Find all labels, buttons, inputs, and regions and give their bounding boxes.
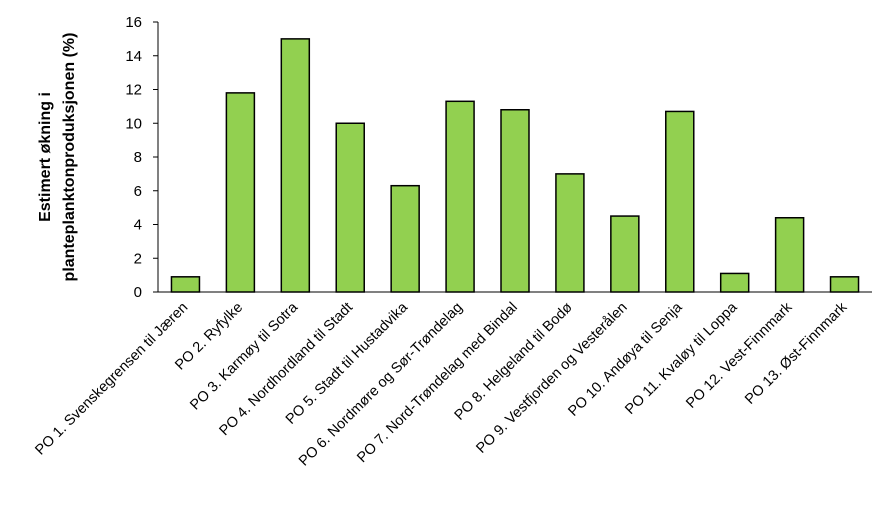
y-axis-label-line-2: planteplanktonproduksjonen (%) xyxy=(61,33,78,282)
bar xyxy=(170,276,201,293)
y-tick-label: 6 xyxy=(134,183,142,200)
y-tick-label: 12 xyxy=(125,82,142,99)
x-category-label: PO 11. Kvaløy til Loppa xyxy=(622,299,741,418)
x-category-label: PO 1. Svenskegrensen til Jæren xyxy=(32,300,191,459)
y-tick-label: 8 xyxy=(134,149,142,166)
y-tick-label: 10 xyxy=(125,115,142,132)
bar xyxy=(719,272,750,293)
bar xyxy=(225,92,256,293)
bar xyxy=(555,173,585,293)
y-axis-ticks: 0 2 4 6 8 10 12 14 16 xyxy=(125,14,158,301)
y-tick-label: 16 xyxy=(125,14,142,31)
bar xyxy=(500,109,530,293)
bar xyxy=(445,100,475,293)
y-tick-label: 0 xyxy=(134,284,142,301)
y-tick-label: 2 xyxy=(134,250,142,267)
y-axis-label-line-1: Estimert økning i xyxy=(37,92,54,222)
bar xyxy=(774,217,805,293)
x-category-label: PO 3. Karmøy til Sotra xyxy=(187,299,302,414)
bar xyxy=(335,122,365,293)
y-tick-label: 4 xyxy=(134,217,142,234)
bar xyxy=(829,276,860,293)
y-tick-label: 14 xyxy=(125,48,142,65)
bars xyxy=(170,38,860,293)
bar xyxy=(610,215,640,293)
x-category-label: PO 13. Øst-Finnmark xyxy=(742,299,851,408)
x-category-label: PO 12. Vest-Finnmark xyxy=(683,299,796,412)
bar xyxy=(390,184,420,293)
bar xyxy=(665,110,695,293)
bar xyxy=(280,38,311,293)
y-axis-label: Estimert økning i planteplanktonproduksj… xyxy=(37,33,78,282)
